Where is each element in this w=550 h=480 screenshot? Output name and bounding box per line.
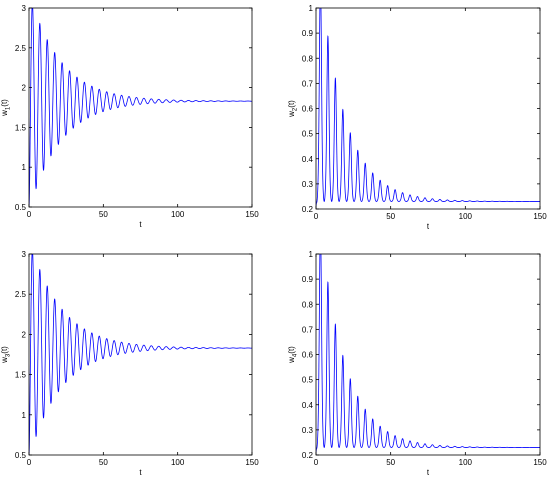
x-axis-label: t (427, 222, 430, 231)
x-tick-label: 0 (314, 212, 319, 221)
x-tick-label: 100 (459, 212, 473, 221)
x-tick-label: 0 (27, 458, 32, 467)
y-tick-label: 3 (22, 250, 27, 259)
chart-panel-3: 0 50 100 150 0.5 1 1.5 2 2.5 3 t w3(t) (0, 250, 259, 477)
x-tick-label: 50 (386, 458, 395, 467)
series-line-1 (29, 8, 252, 207)
y-tick-label: 0.4 (302, 401, 314, 410)
y-tick-label: 2.5 (15, 290, 27, 299)
y-tick-label: 0.5 (302, 376, 314, 385)
y-tick-label: 0.3 (302, 426, 314, 435)
series-line-1 (29, 254, 252, 455)
y-tick-label: 1 (22, 163, 27, 172)
y-tick-label: 3 (22, 4, 27, 13)
y-tick-label: 2 (22, 84, 27, 93)
series-line-1 (316, 254, 540, 455)
x-tick-label: 150 (533, 458, 547, 467)
y-tick-label: 1 (309, 250, 314, 259)
chart-panel-1: 0 50 100 150 0.5 1 1.5 2 2.5 3 t w1(t) (0, 4, 259, 229)
x-tick-label: 100 (171, 458, 185, 467)
x-tick-label: 0 (27, 210, 32, 219)
y-tick-label: 0.9 (302, 275, 314, 284)
x-tick-label: 100 (171, 210, 185, 219)
y-tick-label: 0.6 (302, 105, 314, 114)
plot-frame (28, 253, 253, 456)
y-tick-label: 2.5 (15, 44, 27, 53)
y-tick-label: 0.2 (302, 451, 314, 460)
x-tick-label: 150 (245, 458, 259, 467)
y-tick-label: 0.2 (302, 205, 314, 214)
plot-frame (28, 7, 253, 208)
x-axis-label: t (139, 220, 142, 229)
y-tick-label: 0.6 (302, 351, 314, 360)
x-tick-label: 100 (459, 458, 473, 467)
x-axis-label: t (427, 468, 430, 477)
x-tick-label: 0 (314, 458, 319, 467)
y-axis-label: w2(t) (287, 100, 299, 118)
y-tick-label: 0.8 (302, 300, 314, 309)
y-tick-label: 0.9 (302, 29, 314, 38)
y-axis-label: w1(t) (0, 99, 12, 117)
y-tick-label: 2 (22, 330, 27, 339)
chart-panel-2: 0 50 100 150 0.2 0.3 0.4 0.5 0.6 0.7 0.8 0.9 1 t w2(t) (287, 4, 547, 231)
y-tick-label: 0.7 (302, 325, 314, 334)
x-tick-label: 50 (99, 210, 108, 219)
x-tick-label: 50 (386, 212, 395, 221)
y-tick-label: 0.7 (302, 79, 314, 88)
x-tick-label: 50 (99, 458, 108, 467)
chart-panel-4: 0 50 100 150 0.2 0.3 0.4 0.5 0.6 0.7 0.8 0.9 1 t w4(t) (287, 250, 547, 477)
y-tick-label: 1.5 (15, 371, 27, 380)
y-tick-label: 0.3 (302, 180, 314, 189)
plot-frame (315, 7, 541, 210)
y-tick-label: 0.5 (15, 451, 27, 460)
y-tick-label: 1 (309, 4, 314, 13)
y-tick-label: 0.5 (302, 130, 314, 139)
y-tick-label: 0.4 (302, 155, 314, 164)
x-tick-label: 150 (245, 210, 259, 219)
x-tick-label: 150 (533, 212, 547, 221)
series-line-1 (316, 8, 540, 209)
plot-frame (315, 253, 541, 456)
y-axis-label: w3(t) (0, 346, 12, 364)
y-tick-label: 1 (22, 411, 27, 420)
x-axis-label: t (139, 468, 142, 477)
y-tick-label: 0.8 (302, 54, 314, 63)
y-tick-label: 1.5 (15, 123, 27, 132)
y-axis-label: w4(t) (287, 346, 299, 364)
y-tick-label: 0.5 (15, 203, 27, 212)
